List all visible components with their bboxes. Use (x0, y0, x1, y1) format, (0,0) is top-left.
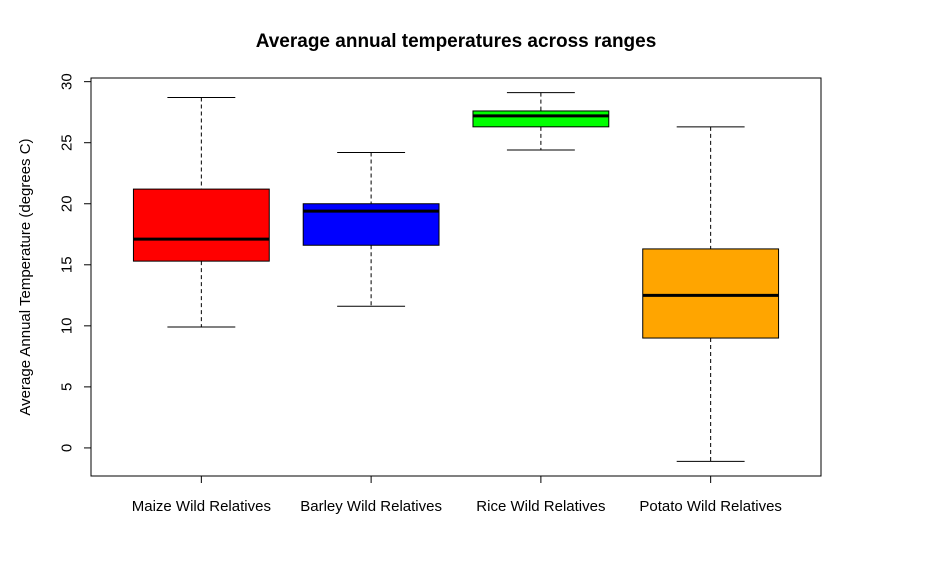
y-tick-label: 30 (59, 73, 76, 90)
y-tick-label: 10 (59, 317, 76, 334)
box-maize-wild-relatives (132, 97, 270, 328)
x-tick-label: Potato Wild Relatives (639, 498, 782, 515)
iqr-box (132, 188, 270, 262)
x-tick-label: Maize Wild Relatives (132, 498, 271, 515)
y-axis: 0 5 10 15 20 25 30 (59, 73, 91, 452)
y-tick-label: 25 (59, 134, 76, 151)
y-tick-label: 15 (59, 256, 76, 273)
boxes-group (132, 92, 780, 462)
x-axis: Maize Wild Relatives Barley Wild Relative… (132, 476, 782, 515)
iqr-box (642, 248, 780, 339)
y-tick-label: 0 (59, 444, 76, 452)
y-tick-label: 5 (59, 383, 76, 391)
x-tick-label: Barley Wild Relatives (300, 498, 442, 515)
y-axis-label: Average Annual Temperature (degrees C) (17, 138, 34, 415)
box-rice-wild-relatives (472, 92, 610, 151)
x-tick-label: Rice Wild Relatives (476, 498, 605, 515)
iqr-box (472, 110, 610, 128)
chart-title: Average annual temperatures across range… (256, 31, 657, 52)
plot-frame (90, 77, 822, 477)
y-tick-label: 20 (59, 195, 76, 212)
box-potato-wild-relatives (642, 126, 780, 462)
box-barley-wild-relatives (302, 151, 440, 307)
